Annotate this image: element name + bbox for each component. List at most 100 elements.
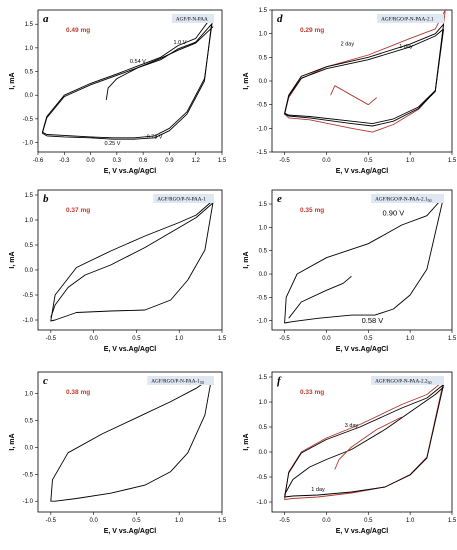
y-tick-label: -0.5 [257, 295, 268, 301]
plot-frame [37, 189, 223, 331]
y-tick-label: -0.5 [23, 472, 34, 478]
x-tick-label: 0.0 [322, 336, 331, 342]
annotation: 0.54 V [130, 59, 146, 65]
series-line [288, 275, 352, 319]
x-tick-label: 0.0 [86, 158, 95, 164]
y-tick-label: -1.0 [23, 141, 34, 147]
series-line [284, 386, 444, 495]
title-main: AGF/RGO/P-N-PAA-1 [151, 378, 200, 384]
x-axis-label: E, V vs.Ag/AgCl [104, 528, 157, 535]
y-tick-label: -1.0 [257, 319, 268, 325]
y-axis-label: I, mA [9, 251, 16, 268]
x-tick-label: 1.0 [175, 518, 184, 524]
annotation: 3 day [345, 423, 359, 429]
series-line [330, 85, 377, 106]
y-tick-label: 1.0 [259, 225, 268, 231]
panel-label: f [277, 375, 282, 387]
y-tick-label: 1.5 [259, 8, 268, 14]
title-main: AGF/RGO/P-N-PAA-2.2 [375, 378, 428, 384]
annotation: 0.25 V [105, 141, 121, 147]
plot-frame [271, 189, 453, 331]
y-tick-label: -1.0 [257, 500, 268, 506]
x-tick-label: -0.5 [279, 158, 290, 164]
panel-label: a [43, 13, 49, 25]
x-tick-label: 1.0 [406, 518, 415, 524]
chart-title: AGF/RGO/P-N-PAA-2.1 [377, 14, 444, 23]
y-tick-label: 0.5 [259, 55, 268, 61]
annotation: 1 day [399, 44, 413, 50]
x-tick-label: 1.5 [218, 158, 227, 164]
y-tick-label: 1.0 [259, 32, 268, 38]
panel-label: c [43, 375, 48, 387]
y-axis-label: I, mA [243, 251, 250, 268]
x-tick-label: 1.2 [192, 158, 201, 164]
y-tick-label: 0.0 [25, 445, 34, 451]
annotation: 0.73 V [147, 135, 163, 141]
y-axis-label: I, mA [243, 433, 250, 450]
series-line [284, 380, 445, 500]
y-tick-label: -1.0 [23, 499, 34, 505]
x-tick-label: 0.0 [322, 158, 331, 164]
y-axis-label: I, mA [9, 72, 16, 89]
chart-title: AGF/RGO/P-N-PAA-1 [153, 194, 214, 203]
annotation: 0.58 V [362, 316, 384, 325]
title-subscript: 50 [428, 198, 432, 203]
y-tick-label: -1.5 [257, 150, 268, 156]
title-main: AGF/RGO/P-N-PAA-1 [157, 196, 206, 202]
title-main: AGF/RGO/P-N-PAA-2.1 [375, 196, 428, 202]
panel-label: b [43, 193, 49, 205]
annotation: 0.90 V [383, 209, 405, 218]
mass-label: 0.35 mg [300, 207, 324, 214]
title-text: AGF/P-N-PAA [176, 16, 208, 22]
y-tick-label: 0.5 [259, 249, 268, 255]
x-tick-label: -0.3 [59, 158, 70, 164]
title-text: AGF/RGO/P-N-PAA-150 [151, 378, 204, 385]
title-box [147, 376, 214, 385]
x-tick-label: 0.5 [364, 336, 373, 342]
y-axis-label: I, mA [9, 433, 16, 450]
chart-title: AGF/RGO/P-N-PAA-2.150 [371, 194, 444, 203]
series-line [50, 377, 213, 502]
y-tick-label: 1.0 [25, 392, 34, 398]
title-main: AGF/RGO/P-N-PAA-2.1 [381, 16, 434, 22]
y-tick-label: 1.0 [259, 400, 268, 406]
x-tick-label: 0.9 [165, 158, 174, 164]
mass-label: 0.33 mg [300, 389, 324, 396]
x-tick-label: 0.3 [113, 158, 122, 164]
title-text: AGF/RGO/P-N-PAA-1 [157, 196, 206, 202]
y-tick-label: 1.0 [25, 46, 34, 52]
title-subscript: 50 [428, 380, 432, 385]
y-tick-label: 0.0 [259, 272, 268, 278]
y-axis-label: I, mA [243, 72, 250, 89]
x-tick-label: 0.5 [364, 158, 373, 164]
x-axis-label: E, V vs.Ag/AgCl [336, 528, 389, 535]
x-tick-label: 1.5 [218, 336, 227, 342]
annotation: 1 day [311, 487, 325, 493]
x-tick-label: 1.5 [448, 518, 457, 524]
panel-c: -0.5 0.0 0.5 1.0 1.5 -1.0 -0.5 0.0 0.5 1.0 E, V vs… [9, 371, 227, 535]
y-tick-label: -0.5 [257, 475, 268, 481]
x-axis-label: E, V vs.Ag/AgCl [104, 346, 157, 353]
y-tick-label: 1.5 [25, 193, 34, 199]
chart-title: AGF/RGO/P-N-PAA-2.250 [371, 376, 444, 385]
x-tick-label: 1.0 [406, 336, 415, 342]
series-line [284, 9, 446, 133]
x-tick-label: -0.5 [279, 336, 290, 342]
title-subscript: 50 [200, 380, 204, 385]
annotation: 1.0 V [174, 40, 187, 46]
y-tick-label: 0.0 [25, 268, 34, 274]
panel-label: e [277, 193, 282, 205]
series-line [41, 14, 214, 139]
plot-frame [37, 371, 223, 513]
chart-title: AGF/P-N-PAA [171, 14, 214, 23]
mass-label: 0.37 mg [66, 207, 90, 214]
title-text: AGF/RGO/P-N-PAA-2.150 [375, 196, 431, 203]
x-axis-label: E, V vs.Ag/AgCl [336, 168, 389, 175]
x-tick-label: 0.0 [322, 518, 331, 524]
panel-f: -0.5 0.0 0.5 1.0 1.5 -1.0 -0.5 0.0 0.5 1.0 1.5 E, V… [243, 371, 457, 535]
x-tick-label: -0.5 [46, 336, 57, 342]
series-line [334, 416, 403, 470]
title-box [371, 194, 444, 203]
x-tick-label: 1.0 [406, 158, 415, 164]
